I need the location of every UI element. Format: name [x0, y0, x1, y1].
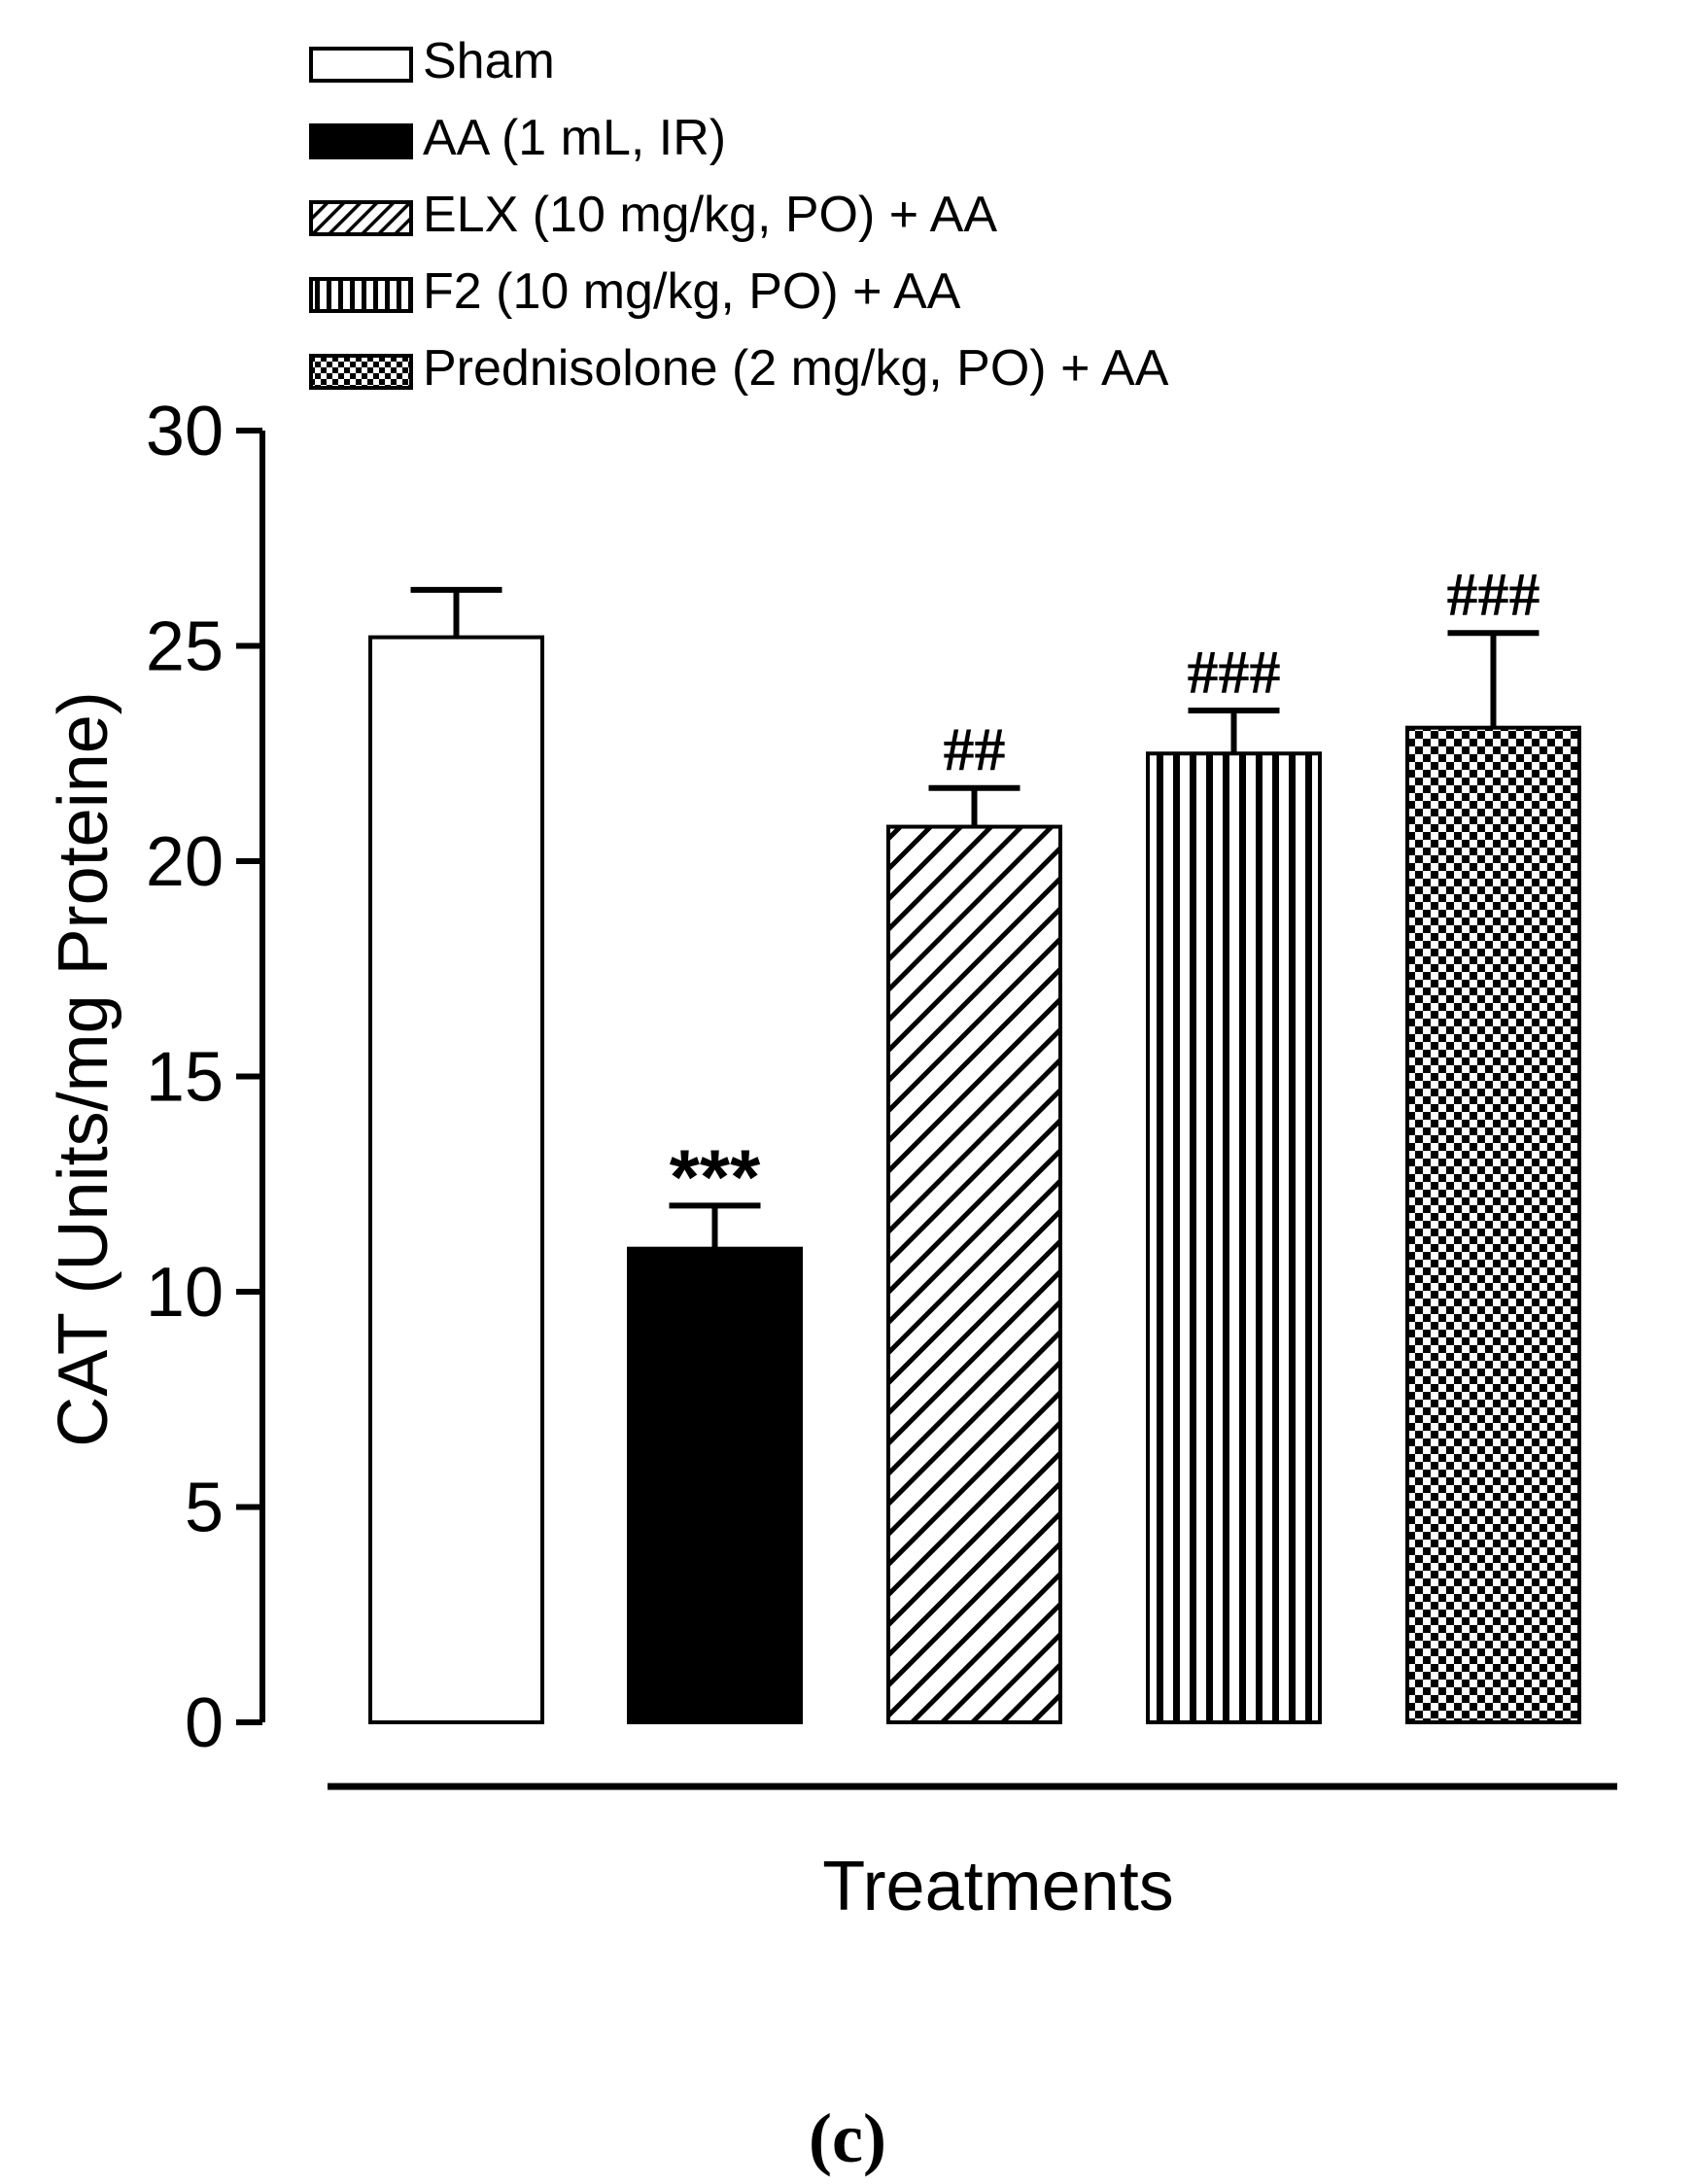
bar	[886, 824, 1062, 1724]
y-tick-label: 5	[185, 1470, 224, 1547]
significance-label: ###	[1447, 560, 1540, 629]
legend-label: ELX (10 mg/kg, PO) + AA	[423, 187, 997, 243]
bars: ***########	[368, 560, 1581, 1724]
bar	[1405, 725, 1581, 1724]
legend-swatch	[309, 47, 413, 83]
bar	[368, 635, 544, 1724]
legend-label: Sham	[423, 33, 555, 89]
significance-label: ***	[670, 1133, 761, 1220]
legend-entry: Prednisolone (2 mg/kg, PO) + AA	[309, 340, 1169, 397]
y-axis: 0 5 10 15 20 25 30	[146, 393, 265, 1762]
bar-group: ###	[1405, 560, 1581, 1724]
bar-group	[368, 586, 544, 1724]
legend-entry: F2 (10 mg/kg, PO) + AA	[309, 263, 961, 320]
legend-swatch	[309, 123, 413, 159]
legend-entry: ELX (10 mg/kg, PO) + AA	[309, 187, 997, 243]
bar	[627, 1246, 803, 1724]
y-tick-label: 30	[146, 393, 224, 470]
y-tick-label: 0	[185, 1684, 224, 1762]
legend-entry: Sham	[309, 33, 555, 89]
significance-label: ###	[1188, 638, 1281, 707]
legend: Sham AA (1 mL, IR) ELX (10 mg/kg, PO) + AA…	[309, 33, 1169, 397]
legend-label: AA (1 mL, IR)	[423, 110, 726, 166]
panel-label: (c)	[809, 2099, 886, 2177]
bar-group: ***	[627, 1133, 803, 1724]
y-tick-label: 10	[146, 1254, 224, 1332]
y-tick-label: 20	[146, 823, 224, 901]
x-axis-title: Treatments	[822, 1848, 1173, 1925]
y-tick-label: 15	[146, 1039, 224, 1117]
legend-swatch	[309, 200, 413, 236]
legend-entry: AA (1 mL, IR)	[309, 110, 726, 166]
bar-group: ###	[1146, 638, 1322, 1724]
legend-label: F2 (10 mg/kg, PO) + AA	[423, 263, 961, 320]
legend-swatch	[309, 277, 413, 313]
legend-swatch	[309, 354, 413, 390]
y-tick-label: 25	[146, 608, 224, 686]
legend-label: Prednisolone (2 mg/kg, PO) + AA	[423, 340, 1169, 397]
significance-label: ##	[944, 715, 1006, 784]
y-axis-title: CAT (Units/mg Proteine)	[45, 691, 122, 1447]
bar	[1146, 751, 1322, 1724]
bar-group: ##	[886, 715, 1062, 1724]
